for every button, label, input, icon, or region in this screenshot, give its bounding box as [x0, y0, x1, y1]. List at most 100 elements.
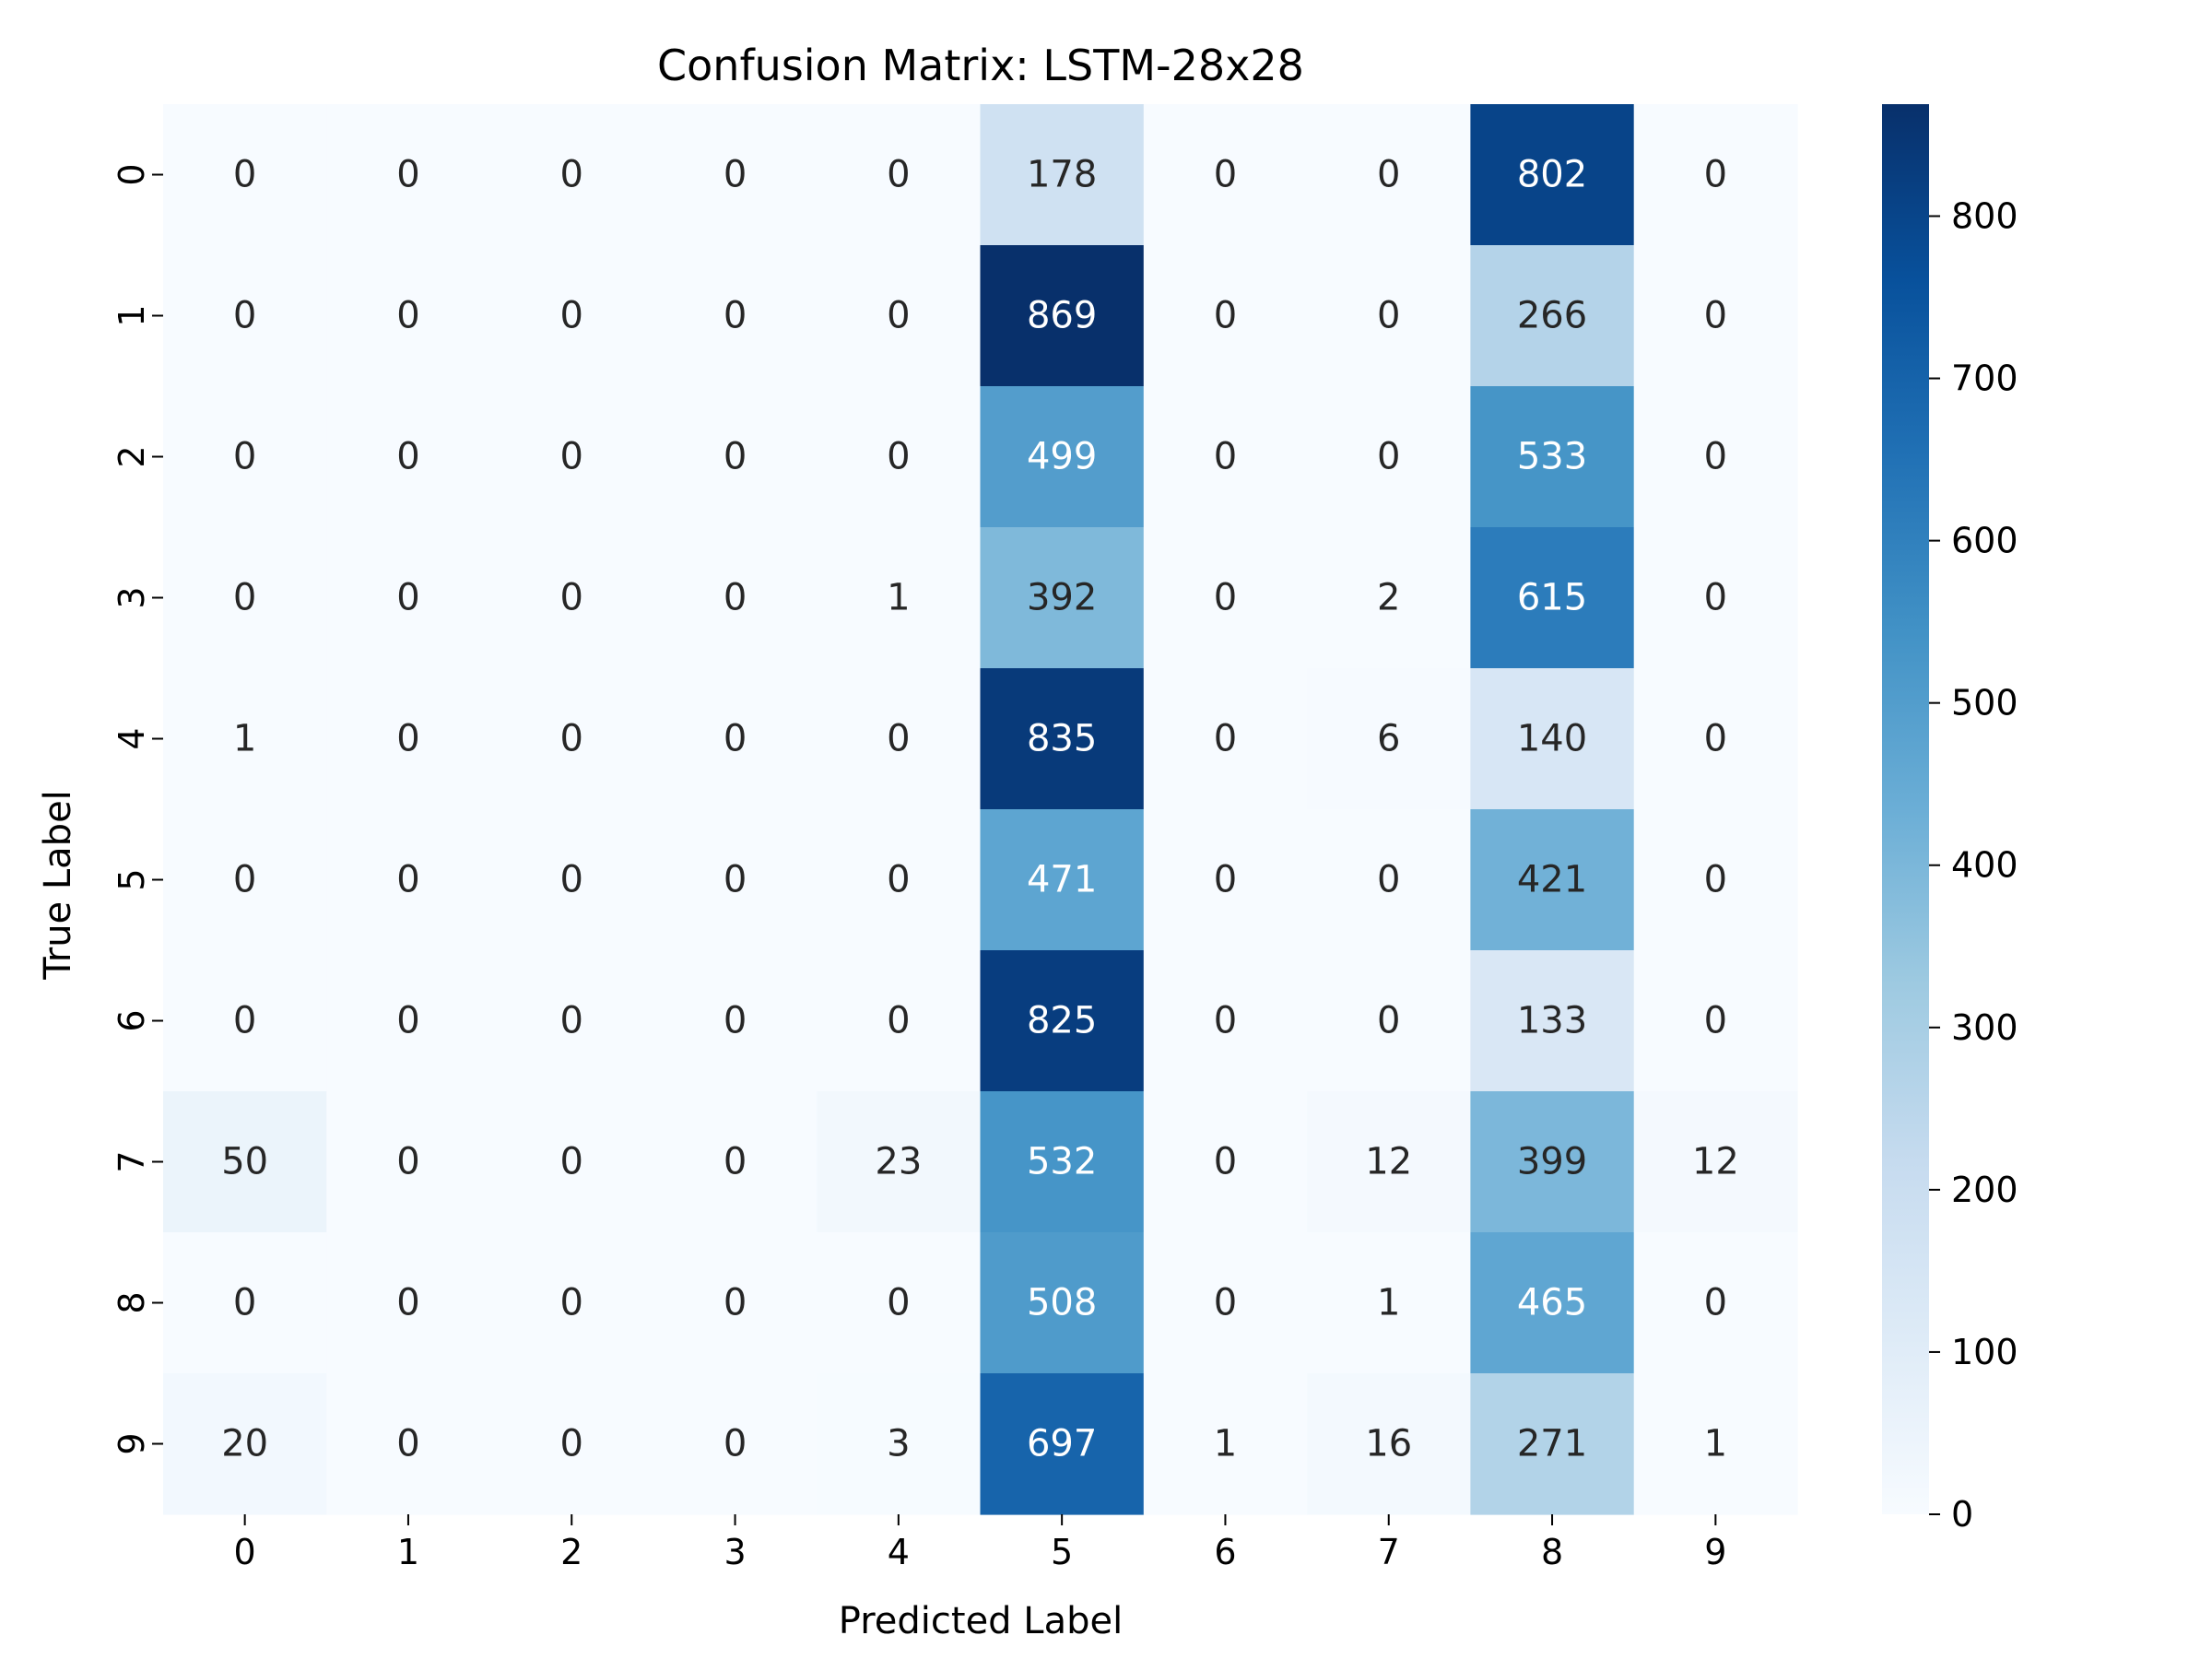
heatmap-cell: [163, 1373, 327, 1515]
heatmap-cell: [1633, 245, 1798, 387]
heatmap-cell: [326, 950, 491, 1092]
x-tick-label: 8: [1541, 1532, 1563, 1572]
heatmap-cell: [817, 668, 982, 810]
heatmap-cell: [489, 245, 654, 387]
cell-value-label: 0: [396, 295, 419, 337]
heatmap-cell: [163, 668, 327, 810]
cell-value-label: 0: [396, 859, 419, 901]
colorbar-tick-label: 100: [1951, 1332, 2018, 1372]
heatmap-cell: [980, 1232, 1145, 1374]
cell-value-label: 0: [233, 859, 256, 901]
cell-value-label: 0: [724, 1423, 747, 1465]
heatmap-cell: [1143, 104, 1308, 246]
heatmap-cell: [1633, 668, 1798, 810]
heatmap-cell: [326, 527, 491, 669]
y-tick-label: 5: [112, 868, 152, 890]
colorbar-tick-label: 300: [1951, 1007, 2018, 1048]
heatmap-cell: [817, 950, 982, 1092]
cell-value-label: 0: [233, 154, 256, 196]
cell-value-label: 0: [560, 295, 583, 337]
y-tick-label: 6: [112, 1009, 152, 1031]
cell-value-label: 869: [1027, 295, 1097, 337]
heatmap-cell: [326, 1232, 491, 1374]
heatmap-cell: [489, 527, 654, 669]
cell-value-label: 0: [1704, 859, 1727, 901]
cell-value-label: 0: [724, 718, 747, 760]
heatmap-cell: [1633, 527, 1798, 669]
heatmap-cell: [1470, 950, 1635, 1092]
heatmap-cell: [163, 950, 327, 1092]
colorbar-tick-label: 500: [1951, 683, 2018, 724]
x-tick-label: 9: [1704, 1532, 1726, 1572]
cell-value-label: 0: [560, 1282, 583, 1324]
heatmap-cell: [326, 668, 491, 810]
cell-value-label: 421: [1517, 859, 1587, 901]
cell-value-label: 0: [1214, 436, 1237, 478]
heatmap-cell: [1470, 1373, 1635, 1515]
cell-value-label: 0: [233, 1282, 256, 1324]
cell-value-label: 0: [887, 295, 910, 337]
cell-value-label: 0: [560, 718, 583, 760]
y-tick-label: 2: [112, 445, 152, 467]
cell-value-label: 266: [1517, 295, 1587, 337]
heatmap-cell: [1470, 668, 1635, 810]
heatmap-cell: [817, 1232, 982, 1374]
colorbar-tick-label: 0: [1951, 1494, 1973, 1535]
cell-value-label: 6: [1377, 718, 1400, 760]
heatmap-cell: [1470, 527, 1635, 669]
y-tick-label: 9: [112, 1432, 152, 1454]
cell-value-label: 0: [560, 436, 583, 478]
colorbar-tick-label: 200: [1951, 1170, 2018, 1210]
cell-value-label: 0: [396, 154, 419, 196]
cell-value-label: 399: [1517, 1141, 1587, 1183]
x-tick-label: 6: [1214, 1532, 1236, 1572]
cell-value-label: 23: [875, 1141, 922, 1183]
cell-value-label: 0: [724, 1000, 747, 1042]
heatmap-cell: [1307, 104, 1471, 246]
heatmap-cell: [1307, 1091, 1471, 1233]
cell-value-label: 12: [1692, 1141, 1739, 1183]
cell-value-label: 0: [1214, 295, 1237, 337]
cell-value-label: 1: [1704, 1423, 1727, 1465]
heatmap-cell: [980, 668, 1145, 810]
heatmap-cell: [817, 104, 982, 246]
x-tick-label: 7: [1378, 1532, 1400, 1572]
heatmap-cell: [326, 1373, 491, 1515]
cell-value-label: 0: [1214, 718, 1237, 760]
cell-value-label: 1: [233, 718, 256, 760]
y-tick-label: 4: [112, 727, 152, 749]
cell-value-label: 1: [887, 577, 910, 619]
heatmap-cell: [653, 1091, 818, 1233]
heatmap-cell: [1307, 950, 1471, 1092]
cell-value-label: 0: [1704, 577, 1727, 619]
heatmap-cell: [1470, 104, 1635, 246]
heatmap-cell: [1633, 1232, 1798, 1374]
cell-value-label: 0: [887, 718, 910, 760]
cell-value-label: 0: [1214, 1000, 1237, 1042]
cell-value-label: 0: [1704, 1282, 1727, 1324]
heatmap-cell: [1470, 809, 1635, 951]
cell-value-label: 835: [1027, 718, 1097, 760]
heatmap-cell: [1143, 1232, 1308, 1374]
colorbar-tick-label: 600: [1951, 521, 2018, 561]
cell-value-label: 0: [560, 1141, 583, 1183]
cell-value-label: 0: [724, 295, 747, 337]
x-axis-label: Predicted Label: [839, 1600, 1123, 1642]
heatmap-cell: [817, 1091, 982, 1233]
cell-value-label: 0: [887, 436, 910, 478]
y-tick-label: 8: [112, 1291, 152, 1313]
heatmap-cell: [163, 1232, 327, 1374]
cell-value-label: 0: [233, 436, 256, 478]
heatmap-cell: [980, 1373, 1145, 1515]
heatmap-cell: [980, 809, 1145, 951]
cell-value-label: 0: [724, 1282, 747, 1324]
cell-value-label: 1: [1214, 1423, 1237, 1465]
cell-value-label: 3: [887, 1423, 910, 1465]
cell-value-label: 50: [221, 1141, 268, 1183]
cell-value-label: 0: [887, 859, 910, 901]
heatmap-cell: [1143, 386, 1308, 528]
heatmap-cell: [1633, 1091, 1798, 1233]
cell-value-label: 0: [724, 577, 747, 619]
heatmap-cell: [817, 527, 982, 669]
heatmap-cell: [163, 104, 327, 246]
